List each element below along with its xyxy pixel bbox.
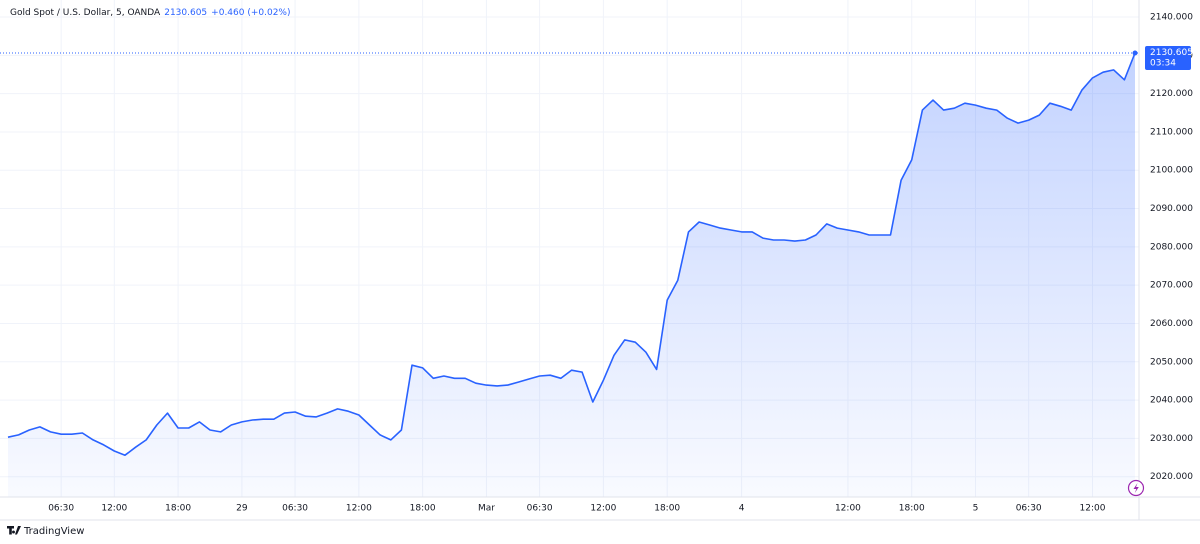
x-tick-label: 06:30 — [282, 504, 308, 514]
y-tick-label: 2110.000 — [1150, 127, 1193, 137]
x-tick-label: 29 — [236, 504, 248, 514]
x-tick-label: 18:00 — [410, 504, 436, 514]
area — [8, 53, 1135, 497]
last-price-label: 2130.605 — [1150, 48, 1193, 58]
brand[interactable]: TradingView — [7, 526, 84, 537]
x-tick-label: 06:30 — [1016, 504, 1042, 514]
x-tick-label: 12:00 — [101, 504, 127, 514]
x-tick-label: 4 — [739, 504, 745, 514]
y-tick-label: 2020.000 — [1150, 472, 1193, 482]
x-tick-label: 12:00 — [590, 504, 616, 514]
lightning-icon[interactable] — [1133, 483, 1139, 493]
x-tick-label: 12:00 — [346, 504, 372, 514]
brand-logo[interactable] — [7, 526, 21, 535]
y-tick-label: 2070.000 — [1150, 281, 1193, 291]
symbol-title: Gold Spot / U.S. Dollar, 5, OANDA — [10, 8, 161, 18]
y-tick-label: 2040.000 — [1150, 396, 1193, 406]
countdown-label: 03:34 — [1150, 59, 1176, 69]
plot — [0, 50, 1139, 497]
axes: 2020.000 2030.000 2040.000 2050.000 2060.000… — [48, 13, 1193, 514]
y-tick-label: 2050.000 — [1150, 357, 1193, 367]
y-tick-label: 2120.000 — [1150, 89, 1193, 99]
x-tick-label: 06:30 — [527, 504, 553, 514]
x-tick-label: 18:00 — [654, 504, 680, 514]
lightning-button[interactable] — [1127, 479, 1145, 497]
x-tick-label: 12:00 — [835, 504, 861, 514]
last-price: 2130.605 — [164, 8, 208, 18]
y-tick-label: 2030.000 — [1150, 434, 1193, 444]
x-tick-label: Mar — [478, 504, 495, 514]
y-tick-label: 2060.000 — [1150, 319, 1193, 329]
x-tick-label: 18:00 — [899, 504, 925, 514]
y-tick-label: 2100.000 — [1150, 166, 1193, 176]
y-tick-label: 2140.000 — [1150, 13, 1193, 23]
legend-header: Gold Spot / U.S. Dollar, 5, OANDA 2130.60… — [10, 8, 295, 18]
brand-name[interactable]: TradingView — [23, 526, 84, 537]
x-tick-label: 06:30 — [48, 504, 74, 514]
price-change: +0.460 (+0.02%) — [211, 8, 291, 18]
x-tick-label: 12:00 — [1080, 504, 1106, 514]
x-tick-label: 5 — [973, 504, 979, 514]
last-price-box — [1145, 46, 1191, 71]
price-line — [7, 52, 1136, 456]
y-tick-label: 2090.000 — [1150, 204, 1193, 214]
x-tick-label: 18:00 — [165, 504, 191, 514]
y-tick-label: 2080.000 — [1150, 242, 1193, 252]
